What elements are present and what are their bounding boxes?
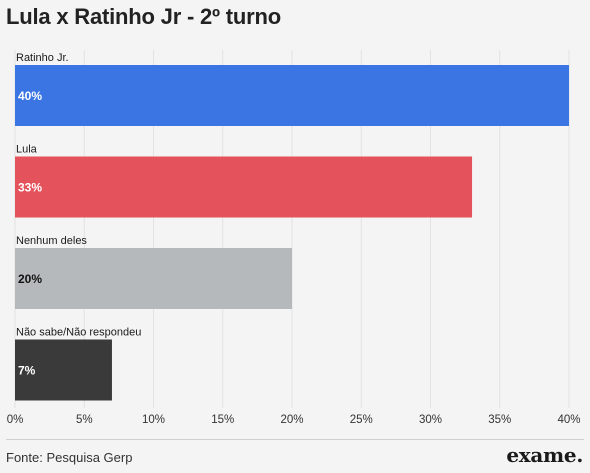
x-tick-label: 20%: [280, 414, 303, 426]
category-label: Ratinho Jr.: [16, 52, 69, 64]
x-tick-label: 5%: [76, 414, 93, 426]
data-label: 7%: [18, 364, 36, 378]
data-label: 40%: [18, 89, 42, 103]
x-tick-label: 15%: [211, 414, 234, 426]
x-tick-label: 35%: [488, 414, 511, 426]
x-tick-label: 40%: [557, 414, 580, 426]
exame-logo: exame.: [506, 443, 583, 467]
x-tick-label: 30%: [419, 414, 442, 426]
x-tick-label: 0%: [7, 414, 24, 426]
bar: [15, 65, 569, 126]
x-tick-label: 25%: [350, 414, 373, 426]
category-label: Lula: [16, 144, 38, 156]
category-label: Não sabe/Não respondeu: [16, 327, 141, 339]
x-tick-label: 10%: [142, 414, 165, 426]
data-label: 20%: [18, 272, 42, 286]
chart-title: Lula x Ratinho Jr - 2º turno: [6, 4, 282, 29]
source-note: Fonte: Pesquisa Gerp: [6, 450, 133, 465]
bar: [15, 156, 473, 218]
footer-divider: [6, 439, 584, 440]
category-label: Nenhum deles: [16, 235, 87, 247]
bar: [15, 248, 292, 309]
bar: [15, 339, 112, 401]
data-label: 33%: [18, 181, 42, 195]
